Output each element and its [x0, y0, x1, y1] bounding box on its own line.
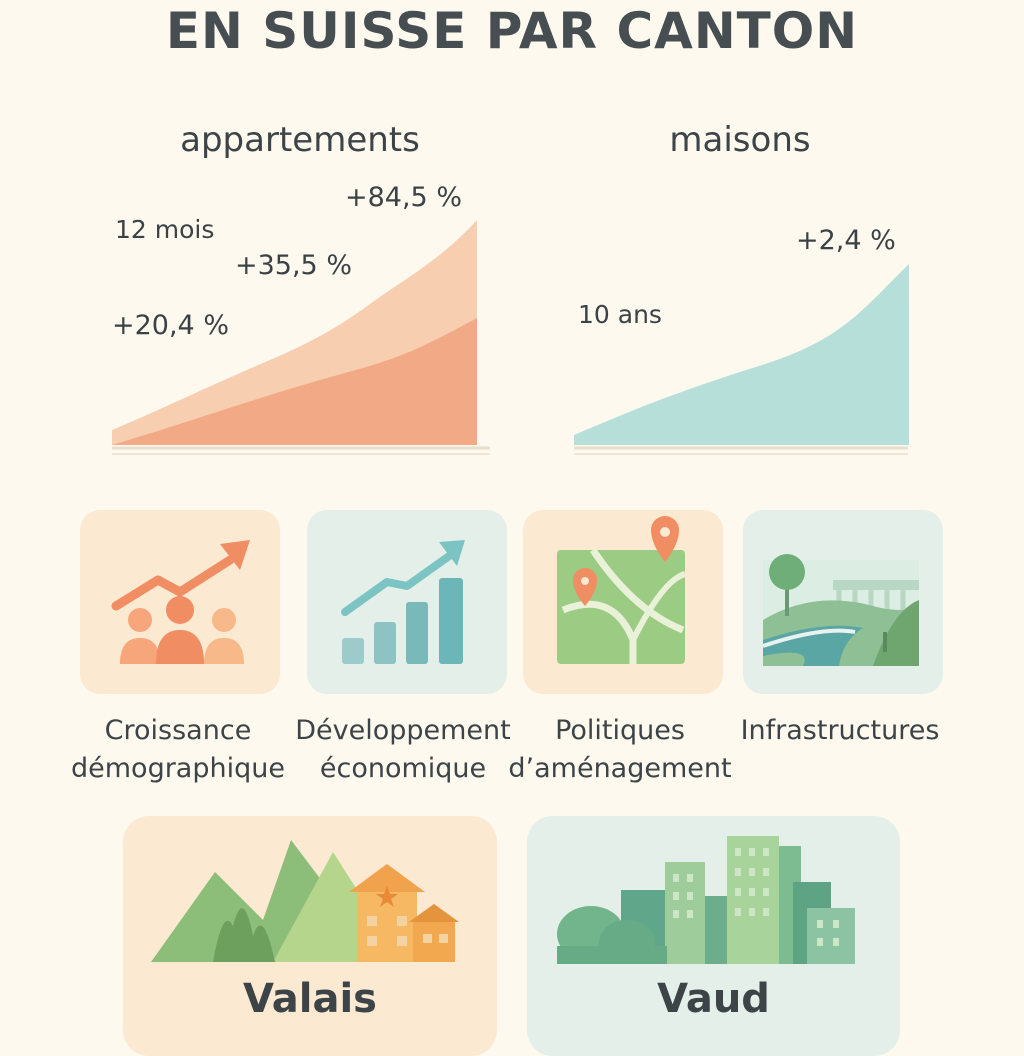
houses-label-1: +2,4 % [796, 225, 896, 256]
region-name-vaud: Vaud [657, 976, 770, 1022]
factor-label-economy: Développement économique [295, 715, 511, 784]
apartments-label-3: +84,5 % [345, 182, 462, 213]
houses-period-label: 10 ans [578, 300, 662, 329]
apartments-label-2: +35,5 % [235, 250, 352, 281]
factor-tile-population [80, 510, 280, 694]
apartments-chart-title: appartements [180, 120, 420, 160]
region-card-vaud: Vaud [527, 816, 900, 1056]
factor-tile-economy [307, 510, 507, 694]
population-growth-icon [111, 540, 250, 664]
factor-tile-infrastructure [743, 510, 943, 694]
city-buildings-icon [557, 836, 855, 964]
apartments-period-label: 12 mois [115, 215, 215, 244]
page-title: EN SUISSE PAR CANTON [165, 2, 859, 60]
apartments-area-chart [112, 220, 490, 455]
mountains-house-icon [151, 840, 459, 962]
map-pin-icon [557, 516, 687, 664]
houses-chart-title: maisons [669, 120, 811, 160]
factor-label-population: Croissance démographique [71, 715, 285, 784]
apartments-front-area [112, 318, 477, 445]
region-card-valais: Valais [123, 816, 497, 1056]
factor-label-planning: Politiques d’aménagement [508, 715, 732, 784]
economic-bars-icon [341, 540, 465, 664]
houses-area [574, 264, 909, 445]
apartments-label-1: +20,4 % [112, 310, 229, 341]
houses-area-chart [574, 264, 909, 455]
factor-tile-planning [523, 510, 723, 694]
road-bridge-icon [762, 554, 919, 666]
factor-label-infrastructure: Infrastructures [740, 715, 940, 746]
region-name-valais: Valais [243, 976, 377, 1022]
